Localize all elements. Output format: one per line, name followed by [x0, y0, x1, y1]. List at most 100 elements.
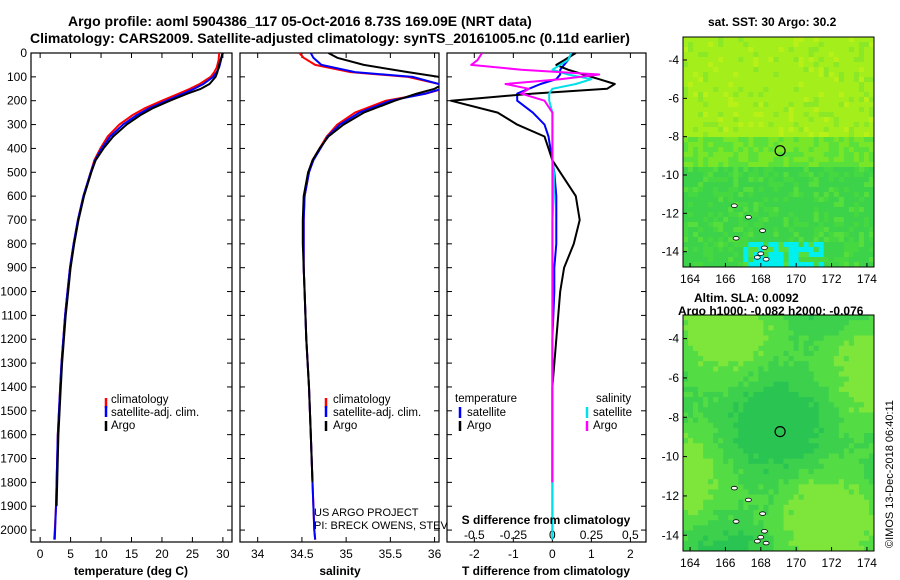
map-cell [868, 212, 874, 218]
map-cell [843, 535, 850, 542]
map-cell [803, 433, 810, 439]
map-cell [708, 222, 714, 228]
map-cell [788, 376, 794, 383]
map-cell [703, 152, 709, 158]
map-cell [808, 468, 815, 475]
map-cell [868, 540, 874, 547]
map-cell [848, 320, 855, 326]
map-cell [833, 132, 840, 138]
map-cell [808, 107, 815, 113]
map-cell [693, 257, 699, 263]
map-cell [778, 232, 784, 238]
map-cell [778, 320, 784, 326]
map-cell [863, 468, 870, 475]
map-cell [768, 417, 774, 424]
map-cell [713, 217, 719, 223]
map-cell [828, 381, 835, 388]
map-cell [758, 177, 764, 183]
map-cell [733, 177, 739, 183]
map-cell [853, 330, 860, 336]
map-cell [768, 412, 774, 419]
map-cell [768, 397, 774, 403]
map-cell [858, 499, 865, 506]
map-cell [748, 227, 754, 233]
map-cell [743, 509, 749, 516]
map-cell [818, 82, 825, 88]
map-cell [693, 67, 699, 73]
map-cell [713, 407, 719, 413]
map-cell [688, 187, 694, 193]
map-cell [763, 37, 769, 43]
map-cell [708, 117, 714, 123]
map-cell [743, 402, 749, 408]
map-cell [838, 463, 845, 470]
map-cell [688, 468, 694, 475]
map-cell [688, 222, 694, 228]
map-cell [828, 247, 835, 253]
map-cell [788, 453, 794, 460]
map-cell [823, 540, 830, 547]
t-difference-xlabel: T difference from climatology [462, 564, 630, 578]
map-cell [853, 247, 860, 253]
map-cell [723, 92, 729, 98]
map-cell [773, 217, 779, 223]
map-cell [758, 212, 764, 218]
map-cell [828, 325, 835, 331]
map-cell [828, 515, 835, 521]
map-cell [723, 417, 729, 424]
map-cell [843, 391, 850, 398]
map-cell [683, 325, 689, 331]
map-cell [823, 509, 830, 516]
map-cell [688, 320, 694, 326]
map-cell [713, 132, 719, 138]
map-cell [733, 167, 739, 173]
map-cell [703, 197, 709, 203]
map-cell [713, 92, 719, 98]
map-cell [683, 427, 689, 434]
map-cell [853, 509, 860, 516]
map-cell [848, 197, 855, 203]
map-cell [798, 386, 805, 393]
map-cell [713, 227, 719, 233]
map-cell [803, 330, 810, 336]
map-cell [798, 453, 805, 460]
map-cell [748, 443, 754, 449]
map-cell [683, 257, 689, 263]
map-cell [693, 376, 699, 383]
map-cell [808, 102, 815, 108]
map-cell [688, 162, 694, 168]
map-cell [793, 252, 800, 258]
map-cell [868, 458, 874, 465]
map-cell [713, 237, 719, 243]
map-cell [813, 102, 820, 108]
map-cell [738, 127, 744, 133]
map-cell [793, 137, 800, 143]
map-cell [823, 330, 830, 336]
map-cell [813, 47, 820, 53]
map-y-tick-label: -12 [662, 206, 680, 220]
map-cell [743, 207, 749, 213]
map-cell [808, 112, 815, 118]
map-cell [708, 142, 714, 148]
map-cell [783, 117, 789, 123]
map-cell [758, 42, 764, 48]
map-cell [703, 112, 709, 118]
map-cell [698, 247, 704, 253]
map-cell [853, 417, 860, 424]
map-cell [863, 102, 870, 108]
map-cell [783, 448, 789, 454]
map-cell [788, 72, 794, 78]
map-cell [763, 320, 769, 326]
map-cell [808, 167, 815, 173]
map-cell [778, 262, 784, 267]
map-cell [688, 207, 694, 213]
map-cell [818, 97, 825, 103]
map-cell [738, 72, 744, 78]
map-cell [813, 443, 820, 449]
map-cell [828, 361, 835, 367]
map-cell [803, 122, 810, 128]
map-cell [823, 222, 830, 228]
map-cell [828, 257, 835, 263]
map-cell [713, 42, 719, 48]
map-cell [768, 132, 774, 138]
